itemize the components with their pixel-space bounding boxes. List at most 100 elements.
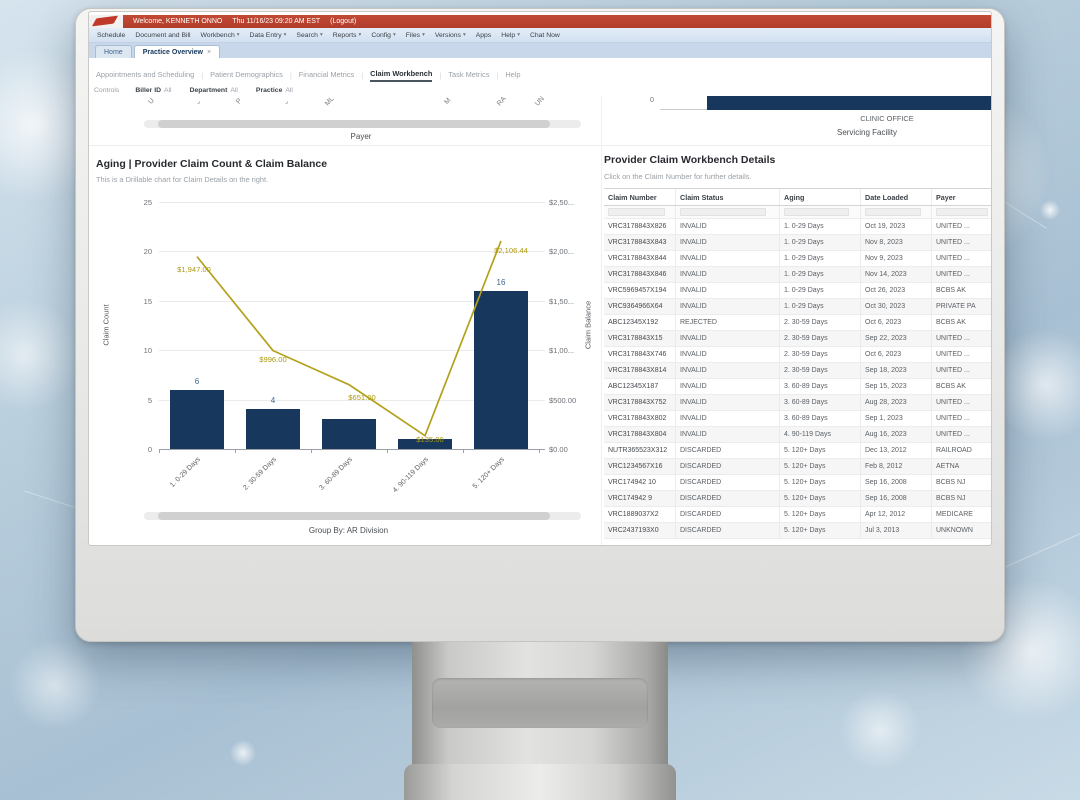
menu-item-apps[interactable]: Apps xyxy=(476,32,492,39)
scrollbar-thumb[interactable] xyxy=(158,120,550,128)
cell-claim-status: INVALID xyxy=(676,251,780,266)
cell-date-loaded: Oct 6, 2023 xyxy=(861,315,932,330)
facility-bar[interactable] xyxy=(707,96,991,110)
bar-5-120-days[interactable] xyxy=(474,290,528,449)
cell-claim-number[interactable]: ABC12345X192 xyxy=(604,315,676,330)
subtab-patient-demographics[interactable]: Patient Demographics xyxy=(210,69,283,79)
filter-cell xyxy=(780,206,861,218)
cell-aging: 5. 120+ Days xyxy=(780,459,861,474)
cell-date-loaded: Sep 1, 2023 xyxy=(861,411,932,426)
cell-date-loaded: Aug 16, 2023 xyxy=(861,427,932,442)
chevron-down-icon: ▾ xyxy=(422,32,425,38)
right-axis-tick: $1,50... xyxy=(549,296,575,306)
column-header-claim-number[interactable]: Claim Number xyxy=(604,189,676,205)
cell-claim-status: DISCARDED xyxy=(676,507,780,522)
cell-claim-number[interactable]: VRC3178843X843 xyxy=(604,235,676,250)
x-axis-tick xyxy=(159,449,160,453)
cell-claim-number[interactable]: VRC3178843X746 xyxy=(604,347,676,362)
cell-claim-number[interactable]: VRC1234567X16 xyxy=(604,459,676,474)
bar-4-90-119-days[interactable] xyxy=(398,439,452,449)
cell-payer: UNITED ... xyxy=(932,267,991,282)
column-filter-input[interactable] xyxy=(608,208,665,216)
cell-claim-number[interactable]: VRC174942 9 xyxy=(604,491,676,506)
cell-aging: 2. 30-59 Days xyxy=(780,315,861,330)
cell-payer: UNITED ... xyxy=(932,347,991,362)
cell-date-loaded: Nov 8, 2023 xyxy=(861,235,932,250)
bokeh-circle xyxy=(990,330,1080,440)
filter-value: All xyxy=(285,87,293,94)
bar-1-0-29-days[interactable] xyxy=(170,389,224,449)
cell-claim-number[interactable]: VRC3178843X844 xyxy=(604,251,676,266)
claim-balance-line[interactable] xyxy=(96,192,601,512)
monitor-stand-neck xyxy=(412,642,668,770)
logout-link[interactable]: (Logout) xyxy=(330,18,357,25)
subtab-claim-workbench[interactable]: Claim Workbench xyxy=(370,69,433,82)
menu-item-chat-now[interactable]: Chat Now xyxy=(530,32,560,39)
menu-item-document-and-bill[interactable]: Document and Bill xyxy=(135,32,190,39)
filter-name: Practice xyxy=(255,87,283,94)
cell-claim-number[interactable]: VRC2437193X0 xyxy=(604,523,676,538)
gridline xyxy=(159,449,545,450)
cell-aging: 1. 0-29 Days xyxy=(780,283,861,298)
table-row: VRC1889037X2 DISCARDED 5. 120+ Days Apr 12,… xyxy=(604,507,991,523)
cell-claim-number[interactable]: VRC3178843X804 xyxy=(604,427,676,442)
menu-item-label: Config xyxy=(371,31,391,39)
menu-item-files[interactable]: Files ▾ xyxy=(406,32,425,39)
cell-claim-status: REJECTED xyxy=(676,315,780,330)
menu-item-label: Search xyxy=(296,31,318,39)
menu-item-config[interactable]: Config ▾ xyxy=(371,32,395,39)
column-filter-input[interactable] xyxy=(936,208,989,216)
subtab-appointments-and-scheduling[interactable]: Appointments and Scheduling xyxy=(96,69,195,79)
filter-department[interactable]: Department All xyxy=(190,87,238,94)
aging-chart-title: Aging | Provider Claim Count & Claim Bal… xyxy=(96,158,328,170)
cell-claim-number[interactable]: VRC3178843X846 xyxy=(604,267,676,282)
cell-claim-number[interactable]: ABC12345X187 xyxy=(604,379,676,394)
cell-claim-number[interactable]: VRC3178843X752 xyxy=(604,395,676,410)
cell-claim-number[interactable]: VRC174942 10 xyxy=(604,475,676,490)
bar-2-30-59-days[interactable] xyxy=(246,409,300,449)
bar-3-60-89-days[interactable] xyxy=(322,419,376,449)
column-header-aging[interactable]: Aging xyxy=(780,189,861,205)
filter-biller-id[interactable]: Biller ID All xyxy=(135,87,171,94)
facility-bar-label: CLINIC OFFICE xyxy=(860,114,914,123)
column-filter-input[interactable] xyxy=(680,208,766,216)
menu-item-workbench[interactable]: Workbench ▾ xyxy=(201,32,240,39)
column-filter-input[interactable] xyxy=(865,208,921,216)
close-icon[interactable]: × xyxy=(207,48,212,56)
app-logo xyxy=(89,15,123,28)
cell-claim-number[interactable]: VRC3178843X15 xyxy=(604,331,676,346)
filter-practice[interactable]: Practice All xyxy=(256,87,293,94)
cell-claim-number[interactable]: NUTR365523X312 xyxy=(604,443,676,458)
menu-item-search[interactable]: Search ▾ xyxy=(296,32,322,39)
subtab-help[interactable]: Help xyxy=(505,69,521,79)
column-header-payer[interactable]: Payer xyxy=(932,189,991,205)
payer-chart-scrollbar[interactable] xyxy=(144,120,581,128)
workbench-subtitle: Click on the Claim Number for further de… xyxy=(604,172,752,181)
column-header-claim-status[interactable]: Claim Status xyxy=(676,189,780,205)
cell-claim-number[interactable]: VRC3178843X826 xyxy=(604,219,676,234)
subtab-task-metrics[interactable]: Task Metrics xyxy=(448,69,490,79)
cell-claim-number[interactable]: VRC5969457X194 xyxy=(604,283,676,298)
payer-category-label: M xyxy=(443,96,453,107)
cell-payer: UNITED ... xyxy=(932,363,991,378)
column-header-date-loaded[interactable]: Date Loaded xyxy=(861,189,932,205)
panel-divider xyxy=(89,145,991,146)
cell-claim-number[interactable]: VRC3178843X814 xyxy=(604,363,676,378)
menu-item-data-entry[interactable]: Data Entry ▾ xyxy=(250,32,287,39)
cell-claim-number[interactable]: VRC3178843X802 xyxy=(604,411,676,426)
cell-claim-number[interactable]: VRC1889037X2 xyxy=(604,507,676,522)
menu-item-schedule[interactable]: Schedule xyxy=(97,32,125,39)
menu-item-help[interactable]: Help ▾ xyxy=(501,32,520,39)
menu-item-label: Help xyxy=(501,31,516,39)
aging-chart-scrollbar[interactable] xyxy=(144,512,581,520)
tab-practice-overview[interactable]: Practice Overview × xyxy=(133,45,221,58)
subtab-financial-metrics[interactable]: Financial Metrics xyxy=(298,69,355,79)
menu-item-label: Workbench xyxy=(200,31,235,39)
tab-home[interactable]: Home xyxy=(95,45,132,58)
menu-item-reports[interactable]: Reports ▾ xyxy=(333,32,362,39)
menu-item-versions[interactable]: Versions ▾ xyxy=(435,32,466,39)
aging-combo-chart[interactable]: 25 $2,50... 20 $2,00... 15 $1,50... 10 $1,00...… xyxy=(96,192,601,512)
cell-claim-number[interactable]: VRC9364966X64 xyxy=(604,299,676,314)
scrollbar-thumb[interactable] xyxy=(158,512,550,520)
column-filter-input[interactable] xyxy=(784,208,849,216)
